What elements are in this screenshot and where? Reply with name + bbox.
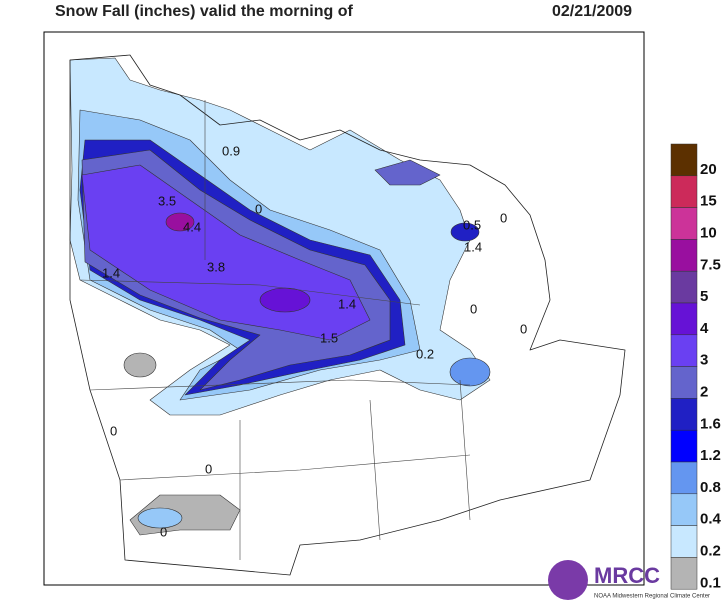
contour-label: 4.4 xyxy=(183,219,201,234)
legend-label: 0.2 xyxy=(700,542,721,559)
snow-region xyxy=(137,507,183,529)
state-outline xyxy=(69,54,626,576)
contour-label: 1.5 xyxy=(320,330,338,345)
snow-region xyxy=(449,357,491,387)
legend-label: 15 xyxy=(700,193,717,210)
legend-label: 2 xyxy=(700,383,708,400)
legend-swatch xyxy=(670,493,698,526)
legend-swatch xyxy=(670,239,698,272)
contour-label: 1.4 xyxy=(338,296,356,311)
legend-swatch xyxy=(670,398,698,431)
snow-region xyxy=(374,159,441,186)
legend-label: 5 xyxy=(700,288,708,305)
contour-label: 0 xyxy=(520,321,527,336)
legend-label: 20 xyxy=(700,161,717,178)
date: 02/21/2009 xyxy=(552,3,632,20)
contour-label: 0 xyxy=(205,461,212,476)
legend-label: 1.2 xyxy=(700,447,721,464)
legend-label: 10 xyxy=(700,224,717,241)
legend-swatch xyxy=(670,302,698,336)
contour-label: 1.4 xyxy=(464,239,482,254)
contour-label: 0.5 xyxy=(463,217,481,232)
snow-region xyxy=(450,222,480,242)
legend-label: 0.4 xyxy=(700,511,722,528)
contour-label: 0 xyxy=(255,201,262,216)
title: Snow Fall (inches) valid the morning of xyxy=(55,3,353,20)
legend-label: 1.6 xyxy=(700,415,721,432)
legend-label: 0.1 xyxy=(700,574,721,591)
contour-label: 3.8 xyxy=(207,259,225,274)
legend-label: 4 xyxy=(700,320,709,337)
logo-caption: NOAA Midwestern Regional Climate Center xyxy=(594,594,710,600)
contour-label: 0 xyxy=(160,524,167,539)
snow-region xyxy=(165,212,195,232)
snow-region xyxy=(123,352,157,378)
contour-label: 0 xyxy=(500,210,507,225)
map xyxy=(69,54,626,576)
contour-label: 1.4 xyxy=(102,265,120,280)
legend-swatch xyxy=(670,557,698,590)
contour-label: 0.2 xyxy=(416,346,434,361)
legend-label: 3 xyxy=(700,352,708,369)
logo-name: MRCC xyxy=(594,563,660,588)
legend-swatch xyxy=(670,334,698,367)
legend-swatch xyxy=(670,270,698,304)
legend-swatch xyxy=(670,366,698,399)
contour-label: 0 xyxy=(470,301,477,316)
legend-swatch xyxy=(670,429,698,463)
legend-swatch xyxy=(670,525,698,558)
legend-label: 7.5 xyxy=(700,256,721,273)
legend-swatch xyxy=(670,143,698,177)
legend-swatch xyxy=(670,461,698,495)
contour-label: 0 xyxy=(110,423,117,438)
legend-swatch xyxy=(670,175,698,208)
contour-label: 3.5 xyxy=(158,193,176,208)
logo-emblem xyxy=(548,560,588,600)
snow-region xyxy=(259,287,311,313)
legend-swatch xyxy=(670,207,698,240)
state-borders xyxy=(79,100,471,560)
contour-label: 0.9 xyxy=(222,143,240,158)
legend-label: 0.8 xyxy=(700,479,721,496)
